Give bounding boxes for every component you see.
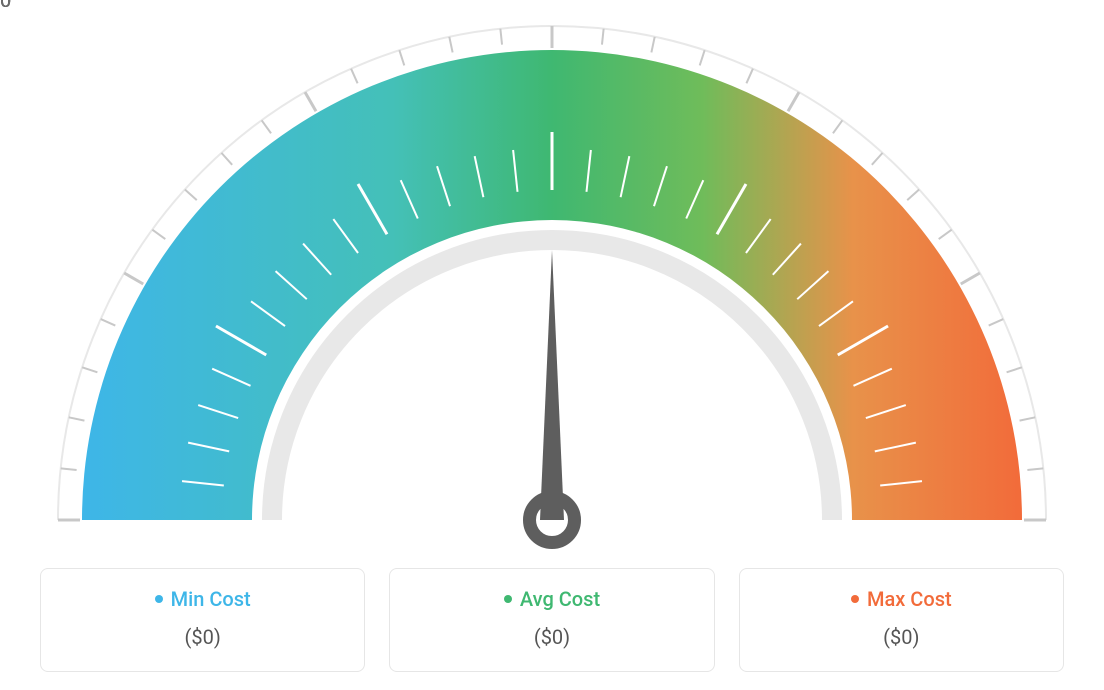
legend-card-avg: Avg Cost ($0) [389,568,714,672]
legend-value-avg: ($0) [400,625,703,649]
gauge-needle [540,250,564,520]
legend-label-min: Min Cost [171,587,251,611]
legend-title-max: Max Cost [851,587,952,611]
legend-row: Min Cost ($0) Avg Cost ($0) Max Cost ($0… [40,568,1064,672]
legend-title-avg: Avg Cost [504,587,600,611]
legend-card-max: Max Cost ($0) [739,568,1064,672]
legend-label-avg: Avg Cost [520,587,600,611]
legend-dot-avg [504,595,512,603]
gauge-svg [0,0,1104,560]
legend-dot-max [851,595,859,603]
legend-label-max: Max Cost [867,587,952,611]
legend-value-min: ($0) [51,625,354,649]
gauge-container: $0$0$0$0$0$0$0 [0,0,1104,550]
legend-title-min: Min Cost [155,587,251,611]
legend-value-max: ($0) [750,625,1053,649]
legend-card-min: Min Cost ($0) [40,568,365,672]
legend-dot-min [155,595,163,603]
gauge-tick-label: $0 [0,0,11,12]
